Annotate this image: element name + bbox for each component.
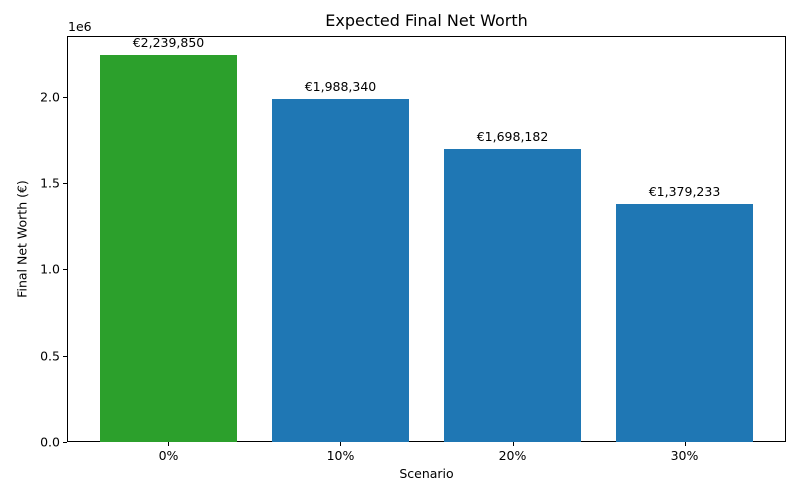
- bar-0%: [99, 55, 238, 442]
- x-tick-label: 30%: [670, 448, 699, 463]
- x-tick-mark: [513, 442, 514, 446]
- y-tick-label: 1.0: [40, 261, 60, 277]
- bar-30%: [615, 203, 754, 442]
- bar-value-label: €1,379,233: [648, 183, 721, 199]
- bar-value-label: €1,988,340: [304, 78, 377, 94]
- x-tick-label: 20%: [498, 448, 527, 463]
- x-tick-label: 0%: [158, 448, 179, 463]
- x-tick-mark: [340, 442, 341, 446]
- bar-value-label: €2,239,850: [132, 35, 205, 51]
- y-axis-label: Final Net Worth (€): [14, 180, 30, 298]
- bar-20%: [443, 148, 582, 442]
- chart-title: Expected Final Net Worth: [325, 11, 528, 30]
- y-tick-mark: [63, 183, 67, 184]
- x-tick-mark: [168, 442, 169, 446]
- y-tick-mark: [63, 442, 67, 443]
- y-axis-offset-label: 1e6: [68, 19, 92, 34]
- x-axis-label: Scenario: [399, 466, 454, 481]
- bar-value-label: €1,698,182: [476, 128, 549, 144]
- x-tick-mark: [685, 442, 686, 446]
- y-tick-mark: [63, 97, 67, 98]
- y-tick-label: 0.5: [40, 348, 60, 364]
- y-tick-label: 1.5: [40, 175, 60, 191]
- y-tick-mark: [63, 269, 67, 270]
- x-tick-label: 10%: [326, 448, 355, 463]
- y-tick-mark: [63, 356, 67, 357]
- bar-10%: [271, 98, 410, 442]
- y-tick-label: 2.0: [40, 89, 60, 105]
- y-tick-label: 0.0: [40, 434, 60, 450]
